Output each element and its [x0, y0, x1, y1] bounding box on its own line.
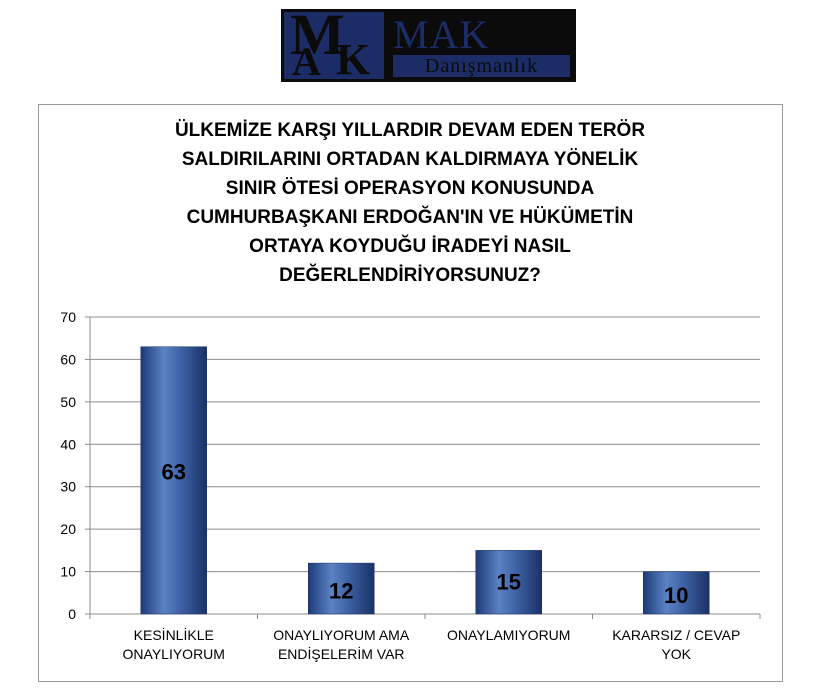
chart-title-line: SINIR ÖTESİ OPERASYON KONUSUNDA: [225, 178, 595, 199]
y-tick-label: 20: [60, 521, 76, 537]
logo-monogram-m: M: [290, 12, 345, 67]
chart-title: ÜLKEMİZE KARŞI YILLARDIR DEVAM EDEN TERÖ…: [0, 116, 820, 290]
data-label: 12: [329, 579, 353, 604]
data-label: 10: [664, 583, 688, 608]
y-tick-label: 30: [60, 479, 76, 495]
chart-title-line: SALDIRILARINI ORTADAN KALDIRMAYA YÖNELİK: [181, 149, 639, 170]
y-tick-label: 0: [68, 606, 76, 622]
logo-subtitle: Danışmanlık: [393, 55, 570, 77]
logo-name: MAK: [393, 12, 490, 57]
bar: [475, 550, 542, 615]
y-tick-label: 70: [60, 309, 76, 325]
y-tick-label: 60: [60, 351, 76, 367]
chart-title-line: ORTAYA KOYDUĞU İRADEYİ NASIL: [249, 236, 571, 257]
bar: [140, 346, 207, 615]
y-tick-label: 10: [60, 564, 76, 580]
logo-monogram: M A K: [284, 12, 384, 79]
data-label: 15: [497, 570, 521, 595]
y-tick-label: 50: [60, 394, 76, 410]
chart-title-line: CUMHURBAŞKANI ERDOĞAN'IN VE HÜKÜMETİN: [186, 207, 634, 228]
bar: [643, 571, 710, 615]
logo-monogram-k: K: [336, 35, 371, 80]
x-tick-label: ONAYLIYORUM AMA ENDİŞELERİM VAR: [273, 627, 410, 662]
logo-monogram-a: A: [292, 39, 321, 80]
x-tick-label: KESİNLİKLE ONAYLIYORUM: [123, 626, 225, 662]
chart-title-line: ÜLKEMİZE KARŞI YILLARDIR DEVAM EDEN TERÖ…: [174, 120, 646, 141]
x-tick-label: ONAYLAMIYORUM: [447, 627, 570, 643]
company-logo: M A K MAK Danışmanlık: [281, 9, 576, 82]
data-label: 63: [162, 460, 186, 485]
bar: [308, 562, 375, 615]
chart-title-line: DEĞERLENDİRİYORSUNUZ?: [279, 265, 541, 286]
x-tick-label: KARARSIZ / CEVAP YOK: [612, 627, 740, 662]
y-tick-label: 40: [60, 436, 76, 452]
